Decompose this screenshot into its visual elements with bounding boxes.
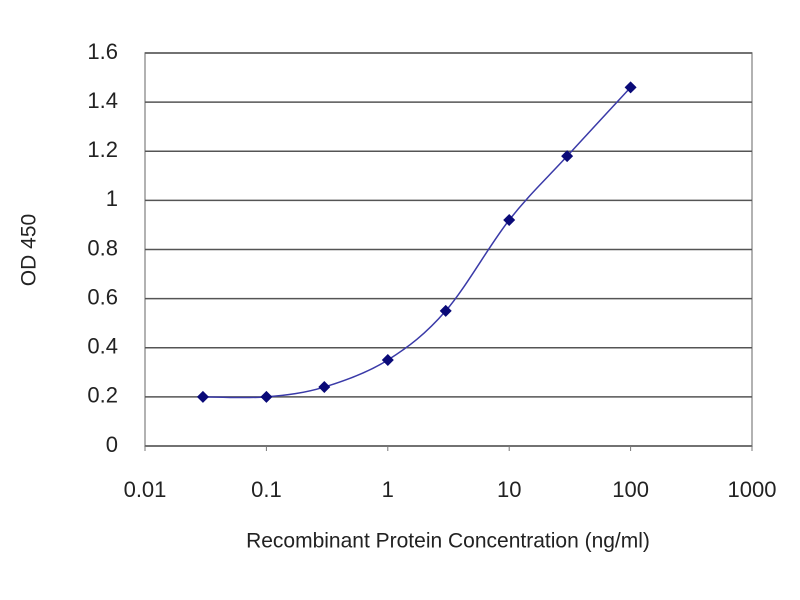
y-axis-title: OD 450 (18, 214, 41, 286)
x-tick-label: 1000 (728, 477, 777, 502)
data-point (196, 390, 209, 403)
y-tick-label: 0.6 (87, 284, 118, 309)
x-tick-label: 1 (382, 477, 394, 502)
data-point (561, 150, 574, 163)
y-tick-label: 1 (106, 186, 118, 211)
x-tick-label: 0.01 (124, 477, 167, 502)
x-axis-title: Recombinant Protein Concentration (ng/ml… (246, 530, 650, 553)
data-point (439, 304, 452, 317)
y-tick-label: 0.2 (87, 383, 118, 408)
data-point (260, 390, 273, 403)
y-tick-label: 0 (106, 432, 118, 457)
data-point (503, 214, 516, 227)
x-tick-label: 0.1 (251, 477, 282, 502)
y-tick-label: 1.6 (87, 39, 118, 64)
y-tick-label: 0.8 (87, 235, 118, 260)
y-tick-label: 0.4 (87, 334, 118, 359)
x-tick-label: 10 (497, 477, 521, 502)
y-tick-label: 1.4 (87, 88, 118, 113)
data-point (381, 354, 394, 367)
data-point (624, 81, 637, 94)
data-point (318, 381, 331, 394)
y-tick-label: 1.2 (87, 137, 118, 162)
x-tick-label: 100 (612, 477, 649, 502)
